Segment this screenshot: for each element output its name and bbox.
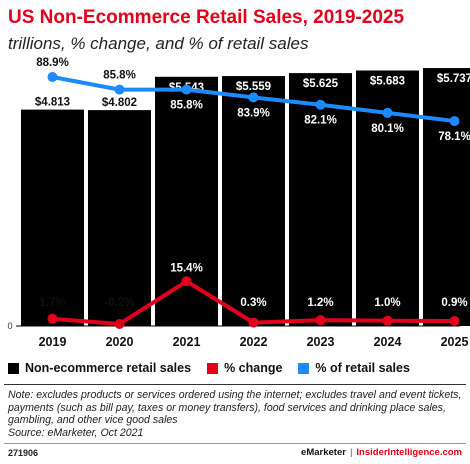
y-zero-label: 0 <box>7 321 12 331</box>
x-tick-2021: 2021 <box>173 335 201 349</box>
x-tick-2024: 2024 <box>374 335 402 349</box>
legend-item-sales: Non-ecommerce retail sales <box>8 361 191 375</box>
x-tick-2019: 2019 <box>39 335 67 349</box>
chart-id: 271906 <box>8 448 39 458</box>
bar-2020 <box>88 110 151 326</box>
change-label-2019: 1.7% <box>39 297 65 309</box>
change-point-2024 <box>382 315 393 326</box>
chart-subtitle: trillions, % change, and % of retail sal… <box>8 34 309 53</box>
legend-item-share: % of retail sales <box>298 361 410 375</box>
footer-brand: eMarketer | InsiderIntelligence.com <box>301 447 462 458</box>
brand-emarketer: eMarketer <box>301 447 346 458</box>
change-point-2021 <box>181 276 192 287</box>
share-label-2024: 80.1% <box>371 123 404 135</box>
legend: Non-ecommerce retail sales % change % of… <box>8 361 426 375</box>
share-label-2020: 85.8% <box>103 70 136 82</box>
sales-label-2020: $4.802 <box>102 97 137 109</box>
chart-note: Note: excludes products or services orde… <box>8 389 464 439</box>
legend-item-change: % change <box>207 361 282 375</box>
legend-swatch-share <box>298 362 310 374</box>
legend-label-change: % change <box>224 361 283 375</box>
bar-2022 <box>222 76 285 326</box>
chart-area: 0 2019 2020 2021 2022 2023 2024 2025 $4.813 $4.80… <box>7 57 470 349</box>
sales-label-2023: $5.625 <box>303 78 339 90</box>
brand-separator: | <box>349 447 353 458</box>
share-label-2023: 82.1% <box>304 115 337 127</box>
share-point-2019 <box>47 72 58 82</box>
legend-swatch-change <box>207 362 219 374</box>
change-label-2022: 0.3% <box>240 297 266 309</box>
source-text: Source: eMarketer, Oct 2021 <box>8 426 144 439</box>
sales-label-2025: $5.737 <box>437 73 470 85</box>
share-label-2022: 83.9% <box>237 107 270 119</box>
share-point-2025 <box>449 116 460 127</box>
brand-insider-intelligence[interactable]: InsiderIntelligence.com <box>356 447 462 458</box>
change-label-2021: 15.4% <box>170 262 203 274</box>
note-divider <box>4 384 466 385</box>
bar-2021 <box>155 76 218 326</box>
sales-label-2024: $5.683 <box>370 75 405 87</box>
legend-label-share: % of retail sales <box>315 361 410 375</box>
change-label-2025: 0.9% <box>441 297 467 309</box>
change-point-2022 <box>248 317 259 328</box>
x-tick-2025: 2025 <box>441 335 469 349</box>
change-point-2023 <box>315 315 326 326</box>
sales-label-2022: $5.559 <box>236 81 271 93</box>
change-label-2024: 1.0% <box>374 297 400 309</box>
share-point-2023 <box>315 99 326 110</box>
sales-label-2019: $4.813 <box>35 97 70 109</box>
change-label-2020: -0.2% <box>104 297 134 309</box>
change-label-2023: 1.2% <box>307 297 333 309</box>
change-point-2025 <box>449 315 460 326</box>
share-point-2021 <box>181 84 192 95</box>
x-tick-2020: 2020 <box>106 335 134 349</box>
bar-2025 <box>423 68 470 326</box>
chart-title: US Non-Ecommerce Retail Sales, 2019-2025 <box>8 7 405 28</box>
footer-divider <box>4 443 466 444</box>
bar-2023 <box>289 73 352 326</box>
change-point-2019 <box>47 313 58 324</box>
legend-swatch-sales <box>8 362 19 374</box>
legend-label-sales: Non-ecommerce retail sales <box>25 361 192 375</box>
share-point-2022 <box>248 92 259 103</box>
bar-2019 <box>21 109 84 326</box>
change-point-2020 <box>114 319 125 329</box>
share-label-2025: 78.1% <box>438 131 470 143</box>
note-text: Note: excludes products or services orde… <box>8 389 462 427</box>
share-label-2021: 85.8% <box>170 100 203 112</box>
share-point-2020 <box>114 84 125 95</box>
share-label-2019: 88.9% <box>36 57 69 69</box>
x-tick-2022: 2022 <box>240 335 268 349</box>
x-tick-2023: 2023 <box>307 335 335 349</box>
share-point-2024 <box>382 107 393 118</box>
